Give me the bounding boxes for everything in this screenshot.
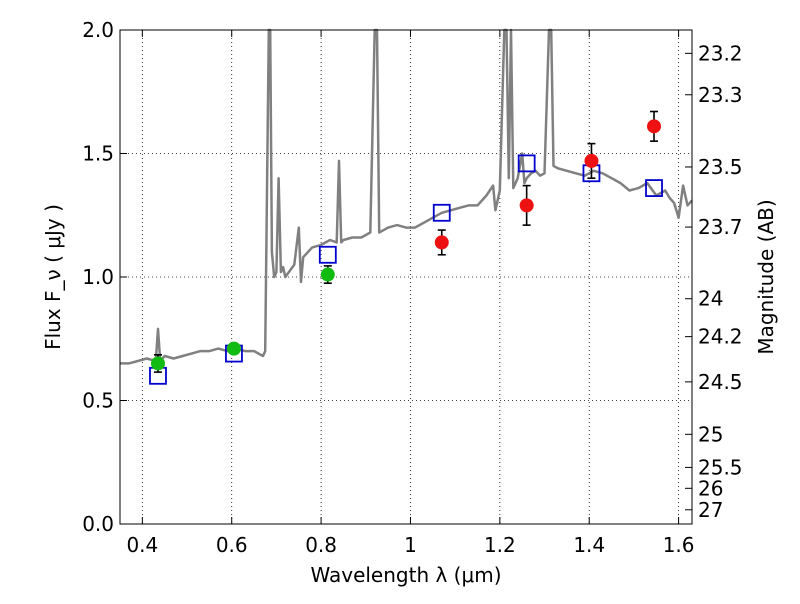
model-photometry-square bbox=[432, 203, 451, 222]
x-tick-label: 0.4 bbox=[126, 533, 158, 557]
x-tick-label: 1.4 bbox=[573, 533, 605, 557]
right-tick-label: 24 bbox=[698, 287, 723, 311]
spectrum-layer bbox=[120, 28, 693, 365]
right-tick-label: 27 bbox=[698, 498, 723, 522]
right-tick-label: 23.7 bbox=[698, 215, 743, 239]
right-tick-label: 25 bbox=[698, 422, 723, 446]
model-photometry-square bbox=[645, 179, 663, 197]
right-tick-label: 23.3 bbox=[698, 83, 743, 107]
x-tick-label: 0.6 bbox=[216, 533, 248, 557]
x-tick-label: 1 bbox=[404, 533, 417, 557]
bottom-tick-labels: 0.4 0.6 0.8 1 1.2 1.4 1.6 bbox=[126, 533, 694, 557]
nir-observed-point bbox=[434, 235, 449, 250]
optical-observed-point bbox=[320, 267, 335, 282]
x-tick-label: 0.8 bbox=[305, 533, 337, 557]
nir-observed-point bbox=[647, 119, 662, 134]
nir-observed-point bbox=[584, 153, 599, 168]
left-tick-labels: 0.0 0.5 1.0 1.5 2.0 bbox=[82, 18, 114, 536]
x-tick-label: 1.6 bbox=[663, 533, 695, 557]
right-tick-label: 23.2 bbox=[698, 41, 743, 65]
model-photometry-square bbox=[517, 154, 536, 173]
plot-background bbox=[120, 30, 692, 524]
tick-layer bbox=[120, 29, 692, 525]
grid-lines bbox=[120, 30, 692, 524]
y-tick-label: 2.0 bbox=[82, 18, 114, 42]
right-tick-label: 25.5 bbox=[698, 455, 743, 479]
y-tick-label: 1.5 bbox=[82, 142, 114, 166]
y-axis-label: Flux F_ν ( μJy ) bbox=[41, 204, 65, 350]
right-tick-label: 24.5 bbox=[698, 370, 743, 394]
nir-observed-point bbox=[519, 198, 534, 213]
x-axis-label: Wavelength λ (μm) bbox=[310, 563, 501, 587]
y-tick-label: 0.5 bbox=[82, 389, 114, 413]
right-tick-label: 26 bbox=[698, 476, 723, 500]
optical-observed-point bbox=[226, 341, 241, 356]
y-tick-label: 1.0 bbox=[82, 265, 114, 289]
right-tick-label: 23.5 bbox=[698, 155, 743, 179]
y-tick-label: 0.0 bbox=[82, 512, 114, 536]
x-tick-label: 1.2 bbox=[484, 533, 516, 557]
right-axis-label: Magnitude (AB) bbox=[754, 199, 778, 354]
model-photometry-square bbox=[318, 245, 337, 264]
marker-layer bbox=[149, 119, 663, 385]
spectrum-line bbox=[120, 28, 693, 365]
optical-observed-point bbox=[150, 356, 165, 371]
right-tick-label: 24.2 bbox=[698, 325, 743, 349]
